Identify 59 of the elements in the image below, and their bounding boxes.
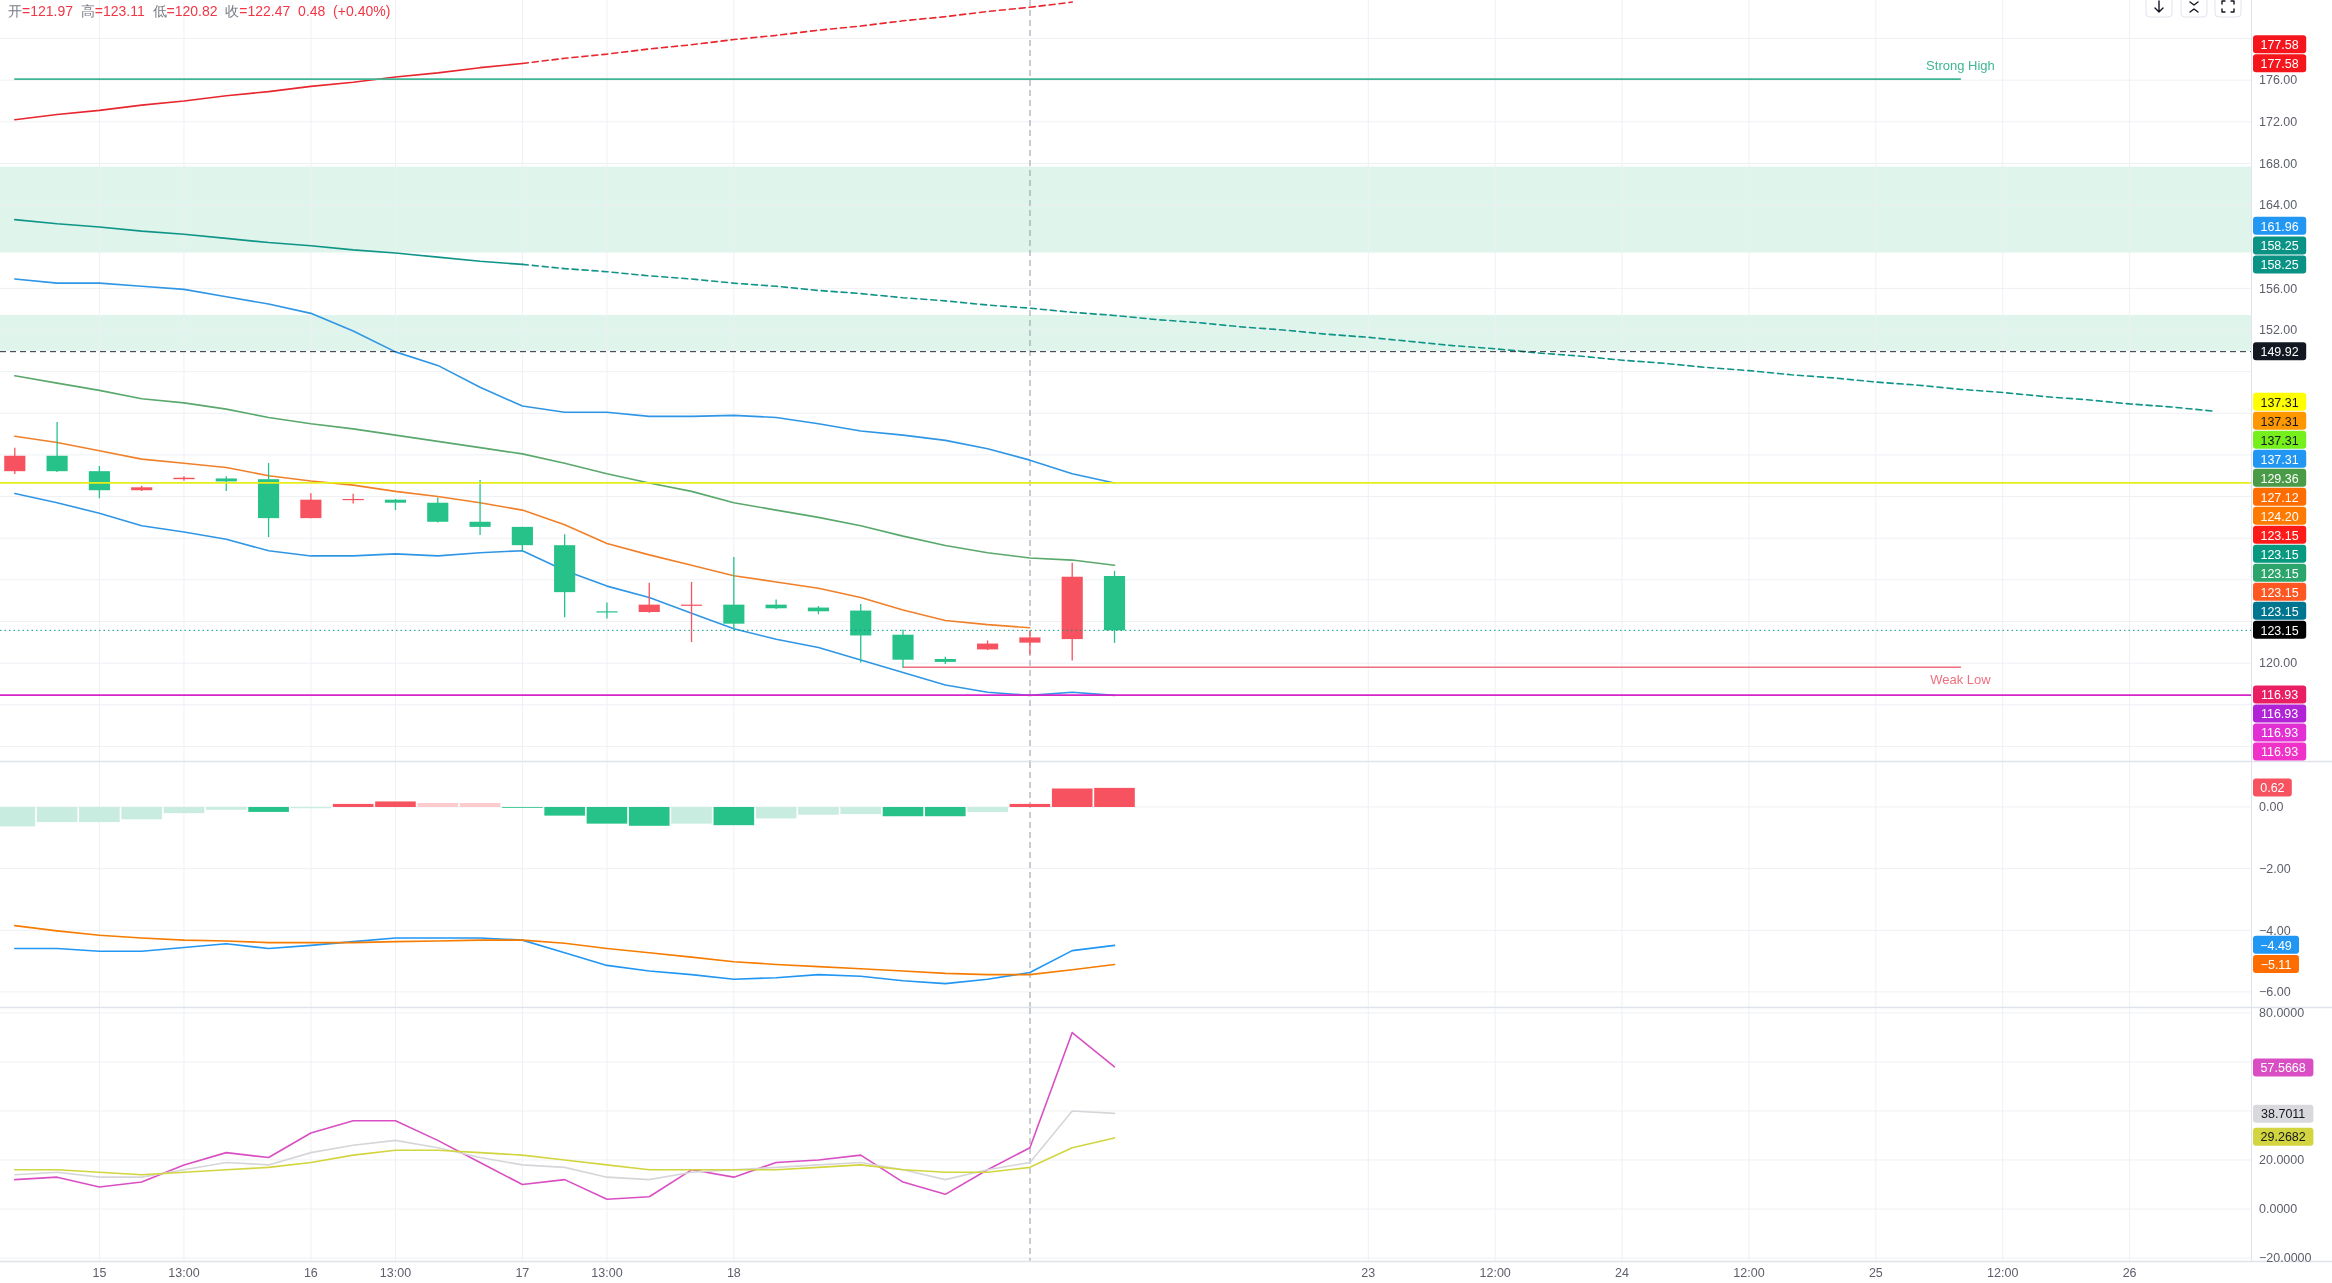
xtick-label: 26 <box>2122 1266 2137 1280</box>
data-label: −4.49 <box>2260 938 2292 953</box>
data-label: 124.20 <box>2260 509 2299 524</box>
xtick-label: 18 <box>726 1266 741 1280</box>
xtick-label: 23 <box>1361 1266 1376 1280</box>
xtick-label: 12:00 <box>1733 1266 1765 1280</box>
data-label: 158.25 <box>2260 258 2299 273</box>
data-label: 127.12 <box>2260 490 2299 505</box>
xtick-label: 17 <box>515 1266 530 1280</box>
data-label: 123.15 <box>2260 566 2299 581</box>
xtick-label: 16 <box>303 1266 318 1280</box>
data-label: 137.31 <box>2260 395 2299 410</box>
data-label: 123.15 <box>2260 585 2299 600</box>
ytick-label: 152.00 <box>2259 323 2298 338</box>
ytick-label: 172.00 <box>2259 115 2298 130</box>
data-label: 137.31 <box>2260 414 2299 429</box>
data-label: 38.7011 <box>2261 1107 2306 1122</box>
xtick-label: 24 <box>1615 1266 1629 1280</box>
ytick-label: 20.0000 <box>2259 1153 2305 1168</box>
data-label: 149.92 <box>2260 344 2299 359</box>
data-label: 137.31 <box>2260 433 2299 448</box>
ytick-label: 156.00 <box>2259 281 2298 296</box>
data-label: 116.93 <box>2260 688 2299 703</box>
ytick-label: −20.0000 <box>2259 1251 2312 1266</box>
ytick-label: −2.00 <box>2259 861 2291 876</box>
xtick-label: 13:00 <box>379 1266 412 1280</box>
ytick-label: 0.0000 <box>2259 1202 2298 1217</box>
ytick-label: 164.00 <box>2259 198 2298 213</box>
data-label: 123.15 <box>2260 604 2299 619</box>
xtick-label: 12:00 <box>1987 1266 2019 1280</box>
ytick-label: 0.00 <box>2259 800 2284 815</box>
ytick-label: −4.00 <box>2259 923 2291 938</box>
ytick-label: 120.00 <box>2259 656 2298 671</box>
data-label: 116.93 <box>2260 726 2299 741</box>
ytick-label: 80.0000 <box>2259 1006 2305 1021</box>
data-label: 158.25 <box>2260 239 2299 254</box>
data-label: 123.15 <box>2260 623 2299 638</box>
data-label: 123.15 <box>2260 547 2299 562</box>
data-label: −5.11 <box>2260 957 2292 972</box>
ytick-label: 176.00 <box>2259 73 2298 88</box>
ytick-label: 168.00 <box>2259 156 2298 171</box>
data-label: 129.36 <box>2260 471 2299 486</box>
data-label: 177.58 <box>2260 37 2299 52</box>
data-label: 123.15 <box>2260 528 2299 543</box>
data-label: 0.62 <box>2260 781 2285 796</box>
xtick-label: 13:00 <box>591 1266 623 1280</box>
data-label: 116.93 <box>2260 707 2299 722</box>
data-label: 177.58 <box>2260 56 2299 71</box>
xtick-label: 13:00 <box>168 1266 200 1280</box>
xtick-label: 12:00 <box>1479 1266 1511 1280</box>
data-label: 29.2682 <box>2260 1130 2306 1145</box>
data-label: 161.96 <box>2260 219 2299 234</box>
data-label: 57.5668 <box>2260 1061 2306 1076</box>
title: 开=121.97 高=123.11 低=120.82 收=122.47 0.48 (+0.40%) <box>8 3 391 19</box>
data-label: 116.93 <box>2260 745 2299 760</box>
data-label: 137.31 <box>2260 452 2299 467</box>
xtick-label: 25 <box>1868 1266 1883 1280</box>
xtick-label: 15 <box>92 1266 107 1280</box>
ytick-label: −6.00 <box>2259 985 2291 1000</box>
